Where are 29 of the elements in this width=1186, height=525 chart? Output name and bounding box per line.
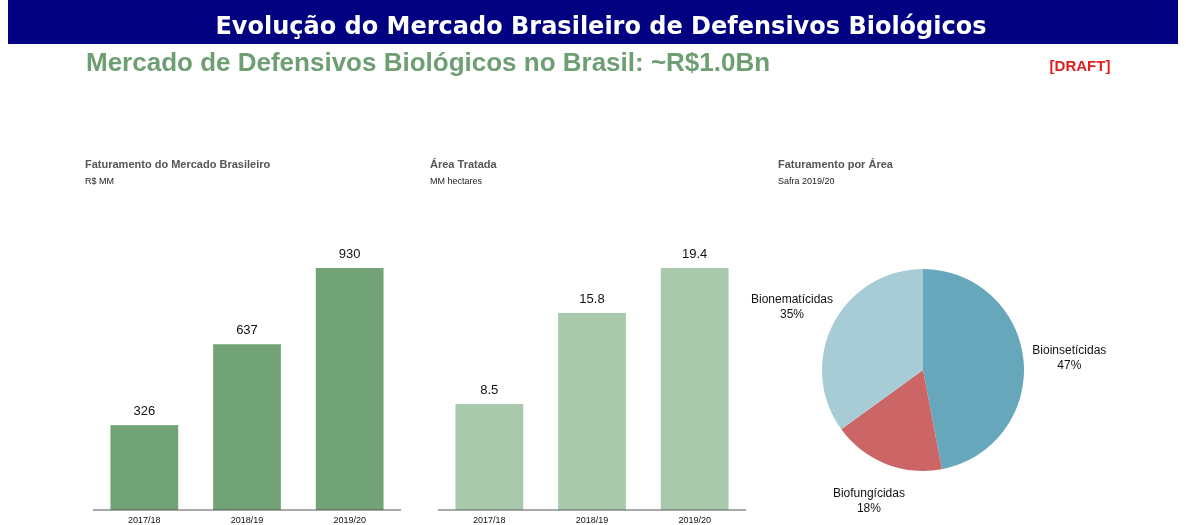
x-tick-label: 2017/18 [128,515,161,525]
text: Mercado de Defensivos Biológicos no Brasil: ~R$1.0Bn [86,47,771,77]
data-label: 15.8 [579,290,605,306]
text: [DRAFT] [1049,57,1111,74]
x-tick-label: 2017/18 [473,515,506,525]
chart-subtitle: R$ MM [85,176,114,186]
x-tick-label: 2019/20 [678,515,711,525]
data-label: 35% [780,307,805,322]
chart-title: Faturamento do Mercado Brasileiro [85,158,271,170]
data-label: 8.5 [480,381,499,397]
x-tick-label: 2018/19 [575,515,609,525]
data-label: 47% [1057,357,1082,372]
chart-title: Área Tratada [430,158,498,170]
data-label: 19.4 [682,246,708,261]
slice-label: Biofungícidas [832,486,905,501]
slice-label: Bioinsetícidas [1032,342,1107,357]
data-label: 637 [236,322,258,338]
chart-subtitle: MM hectares [430,176,483,186]
slice-label: Bionematícidas [751,292,834,307]
x-tick-label: 2018/19 [230,515,264,525]
chart-subtitle: Safra 2019/20 [778,176,835,186]
chart-title: Faturamento por Área [778,158,894,170]
pie-slice [841,370,942,471]
pie-slice [923,269,1024,470]
data-label: 930 [338,246,361,261]
data-label: 326 [133,403,156,419]
data-label: 18% [856,501,882,516]
text: Evolução do Mercado Brasileiro de Defensivos Biológicos [215,12,987,40]
x-tick-label: 2019/20 [333,515,366,525]
